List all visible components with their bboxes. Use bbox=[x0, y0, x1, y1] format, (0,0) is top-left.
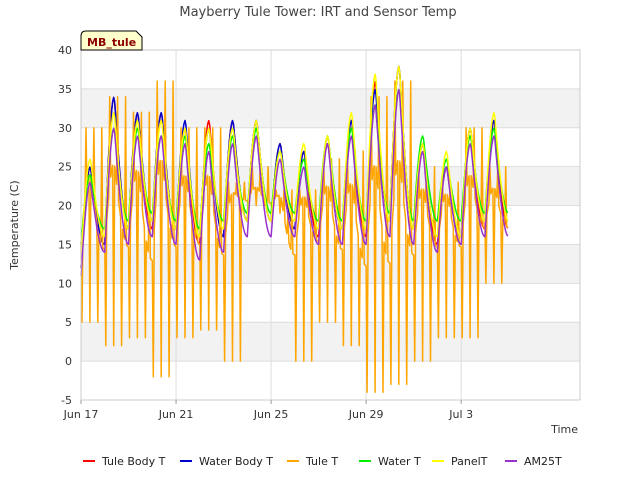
series-line-panelt bbox=[80, 65, 509, 261]
series-line-tule-t bbox=[80, 80, 509, 393]
y-tick-label: 20 bbox=[58, 200, 72, 213]
y-tick-label: 0 bbox=[65, 355, 72, 368]
legend-label-water-body-t: Water Body T bbox=[199, 455, 273, 468]
legend-label-tule-t: Tule T bbox=[305, 455, 338, 468]
y-tick-label: 15 bbox=[58, 238, 72, 251]
plot-band bbox=[81, 244, 580, 284]
x-tick-label: Jun 17 bbox=[63, 408, 99, 421]
y-axis-label: Temperature (C) bbox=[8, 180, 21, 270]
x-tick-label: Jul 3 bbox=[448, 408, 473, 421]
station-badge-shape bbox=[80, 30, 143, 51]
chart-title: Mayberry Tule Tower: IRT and Sensor Temp bbox=[179, 5, 456, 20]
plot-band bbox=[81, 88, 580, 128]
y-tick-label: 40 bbox=[58, 44, 72, 57]
y-tick-label: 5 bbox=[65, 316, 72, 329]
y-tick-label: 25 bbox=[58, 161, 72, 174]
legend-label-tule-body-t: Tule Body T bbox=[101, 455, 166, 468]
x-axis-label: Time bbox=[550, 423, 578, 436]
x-tick-label: Jun 21 bbox=[158, 408, 194, 421]
y-axis-ticks: -5 0 5 10 15 20 25 30 35 40 bbox=[58, 44, 72, 407]
x-axis-ticks: Jun 17 Jun 21 Jun 25 Jun 29 Jul 3 bbox=[63, 400, 473, 421]
station-badge: MB_tule bbox=[80, 30, 143, 51]
plot-band bbox=[81, 361, 580, 400]
plot-band bbox=[81, 283, 580, 323]
x-tick-label: Jun 29 bbox=[348, 408, 384, 421]
y-tick-label: 35 bbox=[58, 83, 72, 96]
legend: Tule Body T Water Body T Tule T Water T Pane… bbox=[83, 455, 562, 468]
series-line-am25t bbox=[80, 88, 509, 276]
legend-label-am25t: AM25T bbox=[524, 455, 562, 468]
plot-border bbox=[80, 49, 581, 401]
plot-band bbox=[81, 322, 580, 362]
series-lines bbox=[80, 65, 509, 393]
plot-band bbox=[81, 205, 580, 245]
plot-band bbox=[81, 50, 580, 89]
station-badge-text: MB_tule bbox=[87, 36, 136, 49]
legend-label-panelt: PanelT bbox=[451, 455, 488, 468]
y-tick-label: 10 bbox=[58, 277, 72, 290]
y-tick-label: -5 bbox=[61, 394, 72, 407]
x-tick-label: Jun 25 bbox=[253, 408, 289, 421]
y-tick-label: 30 bbox=[58, 122, 72, 135]
plot-area bbox=[81, 50, 580, 400]
legend-label-water-t: Water T bbox=[378, 455, 421, 468]
